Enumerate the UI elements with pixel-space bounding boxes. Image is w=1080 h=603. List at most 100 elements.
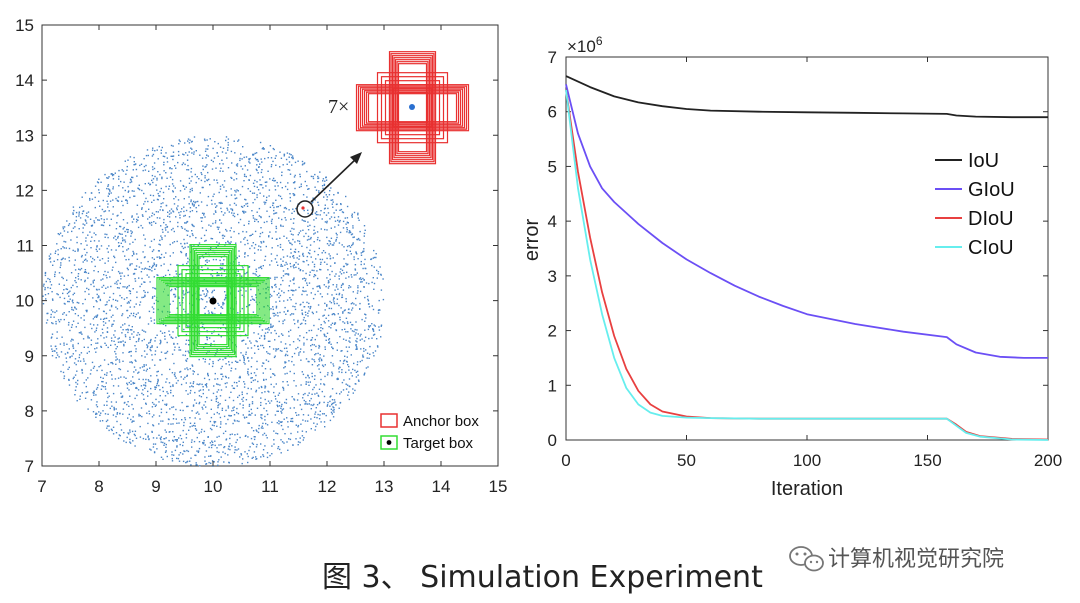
cloud-point bbox=[281, 265, 284, 267]
cloud-point bbox=[80, 352, 83, 354]
cloud-point bbox=[177, 221, 179, 224]
cloud-point bbox=[300, 384, 302, 386]
cloud-point bbox=[194, 454, 196, 456]
cloud-point bbox=[152, 287, 154, 289]
cloud-point bbox=[204, 460, 206, 462]
cloud-point bbox=[210, 225, 212, 227]
cloud-point bbox=[268, 236, 270, 238]
cloud-point bbox=[170, 229, 173, 231]
y-tick-label: 11 bbox=[16, 237, 34, 256]
cloud-point bbox=[358, 219, 360, 221]
cloud-point bbox=[258, 427, 260, 430]
cloud-point bbox=[265, 245, 267, 248]
cloud-point bbox=[100, 334, 102, 337]
cloud-point bbox=[115, 359, 117, 361]
cloud-point bbox=[185, 254, 187, 256]
cloud-point bbox=[93, 259, 96, 261]
cloud-point bbox=[324, 251, 327, 254]
cloud-point bbox=[170, 208, 173, 210]
cloud-point bbox=[254, 198, 256, 201]
cloud-point bbox=[329, 278, 331, 281]
cloud-point bbox=[320, 210, 322, 212]
box-outline bbox=[397, 63, 428, 153]
cloud-point bbox=[289, 438, 292, 441]
cloud-point bbox=[185, 382, 187, 384]
cloud-point bbox=[84, 254, 87, 256]
cloud-point bbox=[346, 228, 348, 231]
cloud-point bbox=[95, 342, 97, 344]
cloud-point bbox=[161, 228, 164, 231]
cloud-point bbox=[195, 429, 198, 431]
cloud-point bbox=[210, 199, 213, 202]
cloud-point bbox=[375, 256, 377, 259]
series-line-ciou bbox=[565, 89, 1049, 441]
cloud-point bbox=[107, 271, 109, 273]
cloud-point bbox=[362, 354, 364, 356]
cloud-point bbox=[123, 440, 125, 442]
cloud-point bbox=[334, 226, 336, 228]
cloud-point bbox=[175, 418, 177, 420]
cloud-point bbox=[162, 441, 164, 444]
cloud-point bbox=[339, 319, 341, 321]
cloud-point bbox=[279, 246, 282, 248]
cloud-point bbox=[252, 272, 254, 275]
cloud-point bbox=[227, 144, 229, 146]
cloud-point bbox=[352, 368, 354, 371]
cloud-point bbox=[151, 345, 153, 347]
cloud-point bbox=[261, 329, 264, 331]
cloud-point bbox=[323, 413, 325, 415]
cloud-point bbox=[179, 370, 182, 373]
cloud-point bbox=[320, 421, 322, 423]
cloud-point bbox=[89, 231, 91, 233]
cloud-point bbox=[315, 345, 317, 348]
cloud-point bbox=[227, 241, 229, 243]
cloud-point bbox=[118, 337, 120, 339]
cloud-point bbox=[134, 195, 136, 197]
cloud-point bbox=[221, 365, 223, 368]
cloud-point bbox=[177, 150, 180, 153]
cloud-point bbox=[101, 224, 103, 226]
cloud-point bbox=[292, 255, 294, 258]
cloud-point bbox=[220, 201, 222, 204]
cloud-point bbox=[341, 269, 344, 272]
cloud-point bbox=[299, 269, 302, 271]
cloud-point bbox=[244, 363, 246, 365]
cloud-point bbox=[321, 390, 323, 393]
cloud-point bbox=[95, 412, 97, 415]
cloud-point bbox=[242, 407, 244, 409]
cloud-point bbox=[245, 290, 247, 292]
cloud-point bbox=[115, 306, 117, 308]
cloud-point bbox=[163, 155, 166, 158]
cloud-point bbox=[269, 317, 272, 319]
cloud-point bbox=[203, 293, 205, 295]
cloud-point bbox=[122, 228, 124, 230]
cloud-point bbox=[263, 432, 266, 435]
cloud-point bbox=[350, 233, 353, 236]
cloud-point bbox=[344, 328, 346, 330]
cloud-point bbox=[71, 308, 73, 311]
cloud-point bbox=[243, 224, 245, 226]
cloud-point bbox=[327, 287, 330, 289]
cloud-point bbox=[82, 210, 84, 213]
cloud-point bbox=[144, 200, 146, 203]
cloud-point bbox=[313, 266, 316, 268]
cloud-point bbox=[128, 190, 130, 192]
cloud-point bbox=[324, 180, 326, 182]
cloud-point bbox=[362, 277, 364, 280]
cloud-point bbox=[187, 246, 189, 248]
cloud-point bbox=[272, 308, 274, 311]
cloud-point bbox=[95, 413, 97, 415]
cloud-point bbox=[179, 443, 181, 446]
cloud-point bbox=[134, 238, 136, 241]
cloud-point bbox=[71, 338, 73, 340]
cloud-point bbox=[130, 418, 132, 421]
cloud-point bbox=[221, 307, 224, 309]
cloud-point bbox=[178, 139, 180, 141]
cloud-point bbox=[245, 399, 248, 401]
cloud-point bbox=[167, 392, 169, 395]
cloud-point bbox=[355, 371, 358, 373]
cloud-point bbox=[128, 405, 130, 407]
cloud-point bbox=[255, 429, 257, 431]
cloud-point bbox=[172, 418, 175, 420]
cloud-point bbox=[213, 289, 215, 291]
